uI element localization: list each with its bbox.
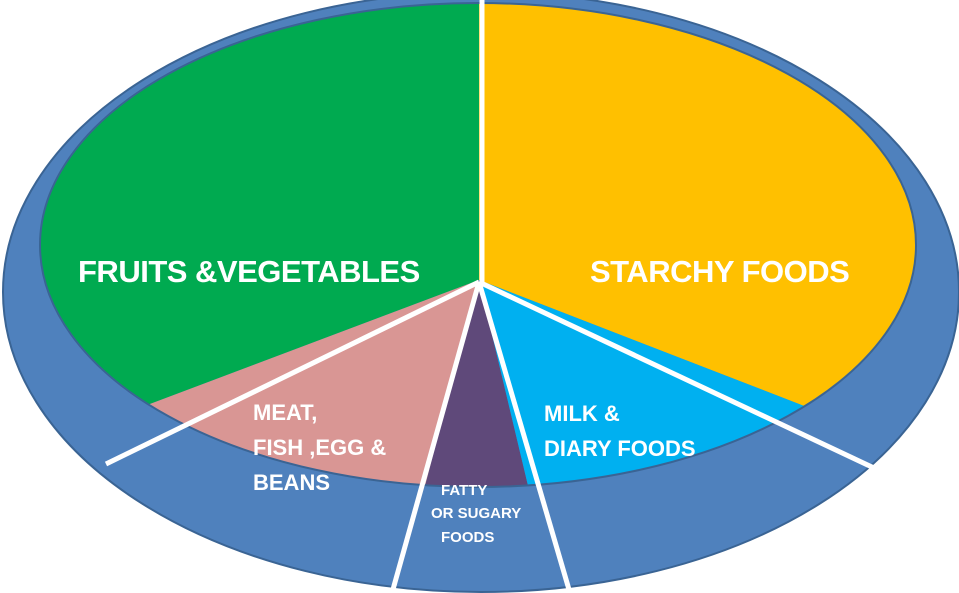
label-meat-fish-egg-beans: MEAT, FISH ,EGG & BEANS [253,400,392,495]
label-milk-dairy-foods: MILK & DIARY FOODS [544,401,696,461]
label-fruits-vegetables: FRUITS &VEGETABLES [78,254,420,289]
divider-lower-left [389,281,482,593]
divider-lower-right [476,281,573,593]
segment-fatty-sugary-foods [390,280,560,487]
dividers [104,0,876,593]
label-fatty-sugary-foods: FATTY OR SUGARY FOODS [431,482,525,546]
divider-right [477,279,876,471]
inner-edge [39,2,917,488]
label-starchy-foods: STARCHY FOODS [590,254,849,289]
divider-left [104,279,481,467]
